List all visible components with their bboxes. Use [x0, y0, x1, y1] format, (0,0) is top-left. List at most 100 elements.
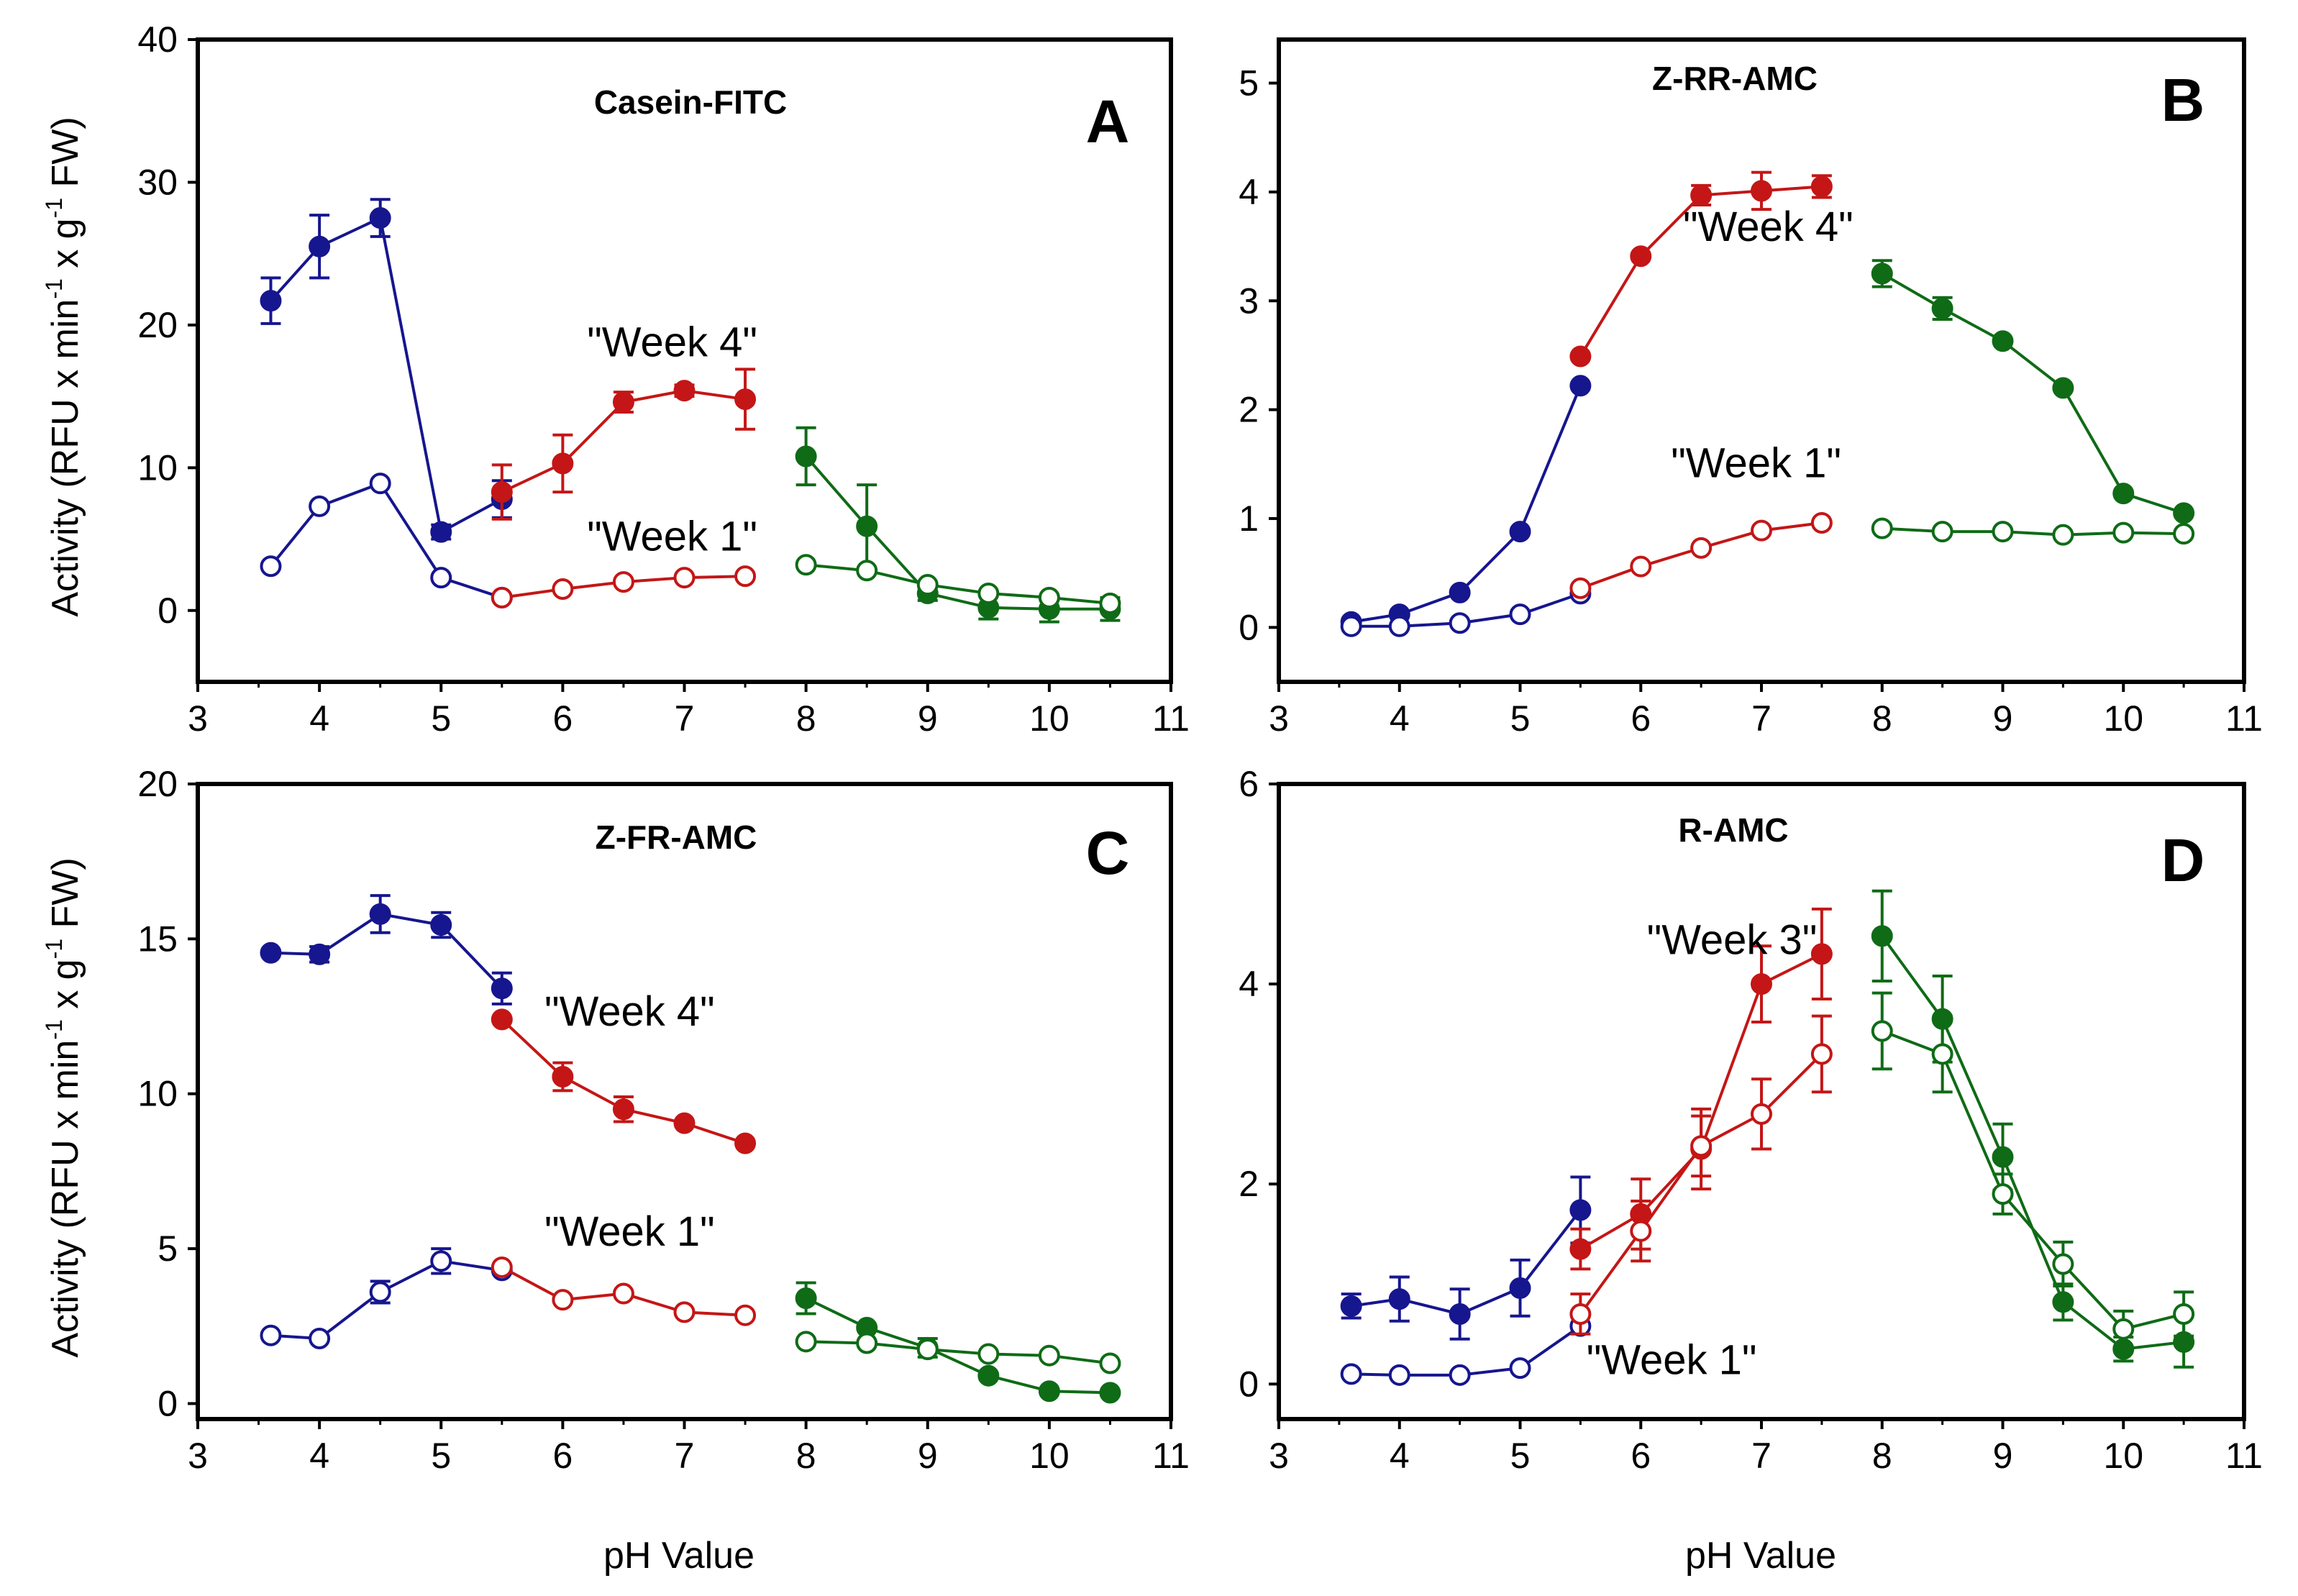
x-tick-label: 8 [1872, 1436, 1892, 1476]
x-tick-label: 6 [552, 1436, 573, 1476]
data-point [1992, 330, 2014, 352]
y-tick-label: 10 [137, 447, 178, 488]
data-point [1569, 577, 1592, 599]
y-tick-label: 0 [158, 1383, 178, 1423]
panel-title: Z-FR-AMC [596, 818, 757, 856]
panel-title: Casein-FITC [594, 83, 787, 121]
y-tick-label: 1 [1239, 498, 1259, 539]
x-tick-label: 6 [1631, 1436, 1651, 1476]
panel-c: 3 4 5 6 7 8 9 10 11 0 5 10 15 20 Z-FR-AMC C "Week 4" "Wee… [137, 764, 1190, 1476]
data-point [795, 445, 817, 468]
annotation-label: "Week 1" [587, 513, 757, 560]
y-tick-label: 6 [1239, 764, 1259, 804]
series-green-open [1871, 517, 2195, 546]
data-point [612, 391, 634, 414]
data-point [430, 1250, 452, 1272]
x-tick-label: 6 [552, 698, 573, 739]
data-point [1751, 519, 1772, 542]
annotation-label: "Week 3" [1647, 916, 1818, 963]
data-point [2112, 1318, 2135, 1340]
data-point [2173, 523, 2195, 545]
x-tick-label: 9 [918, 698, 938, 739]
y-tick-label: 20 [137, 764, 178, 804]
annotation-label: "Week 4" [587, 319, 757, 366]
annotation-label: "Week 4" [544, 988, 715, 1035]
x-tick-label: 3 [1269, 1436, 1289, 1476]
y-tick-label: 0 [158, 590, 178, 631]
data-point [2052, 1291, 2074, 1313]
annotation-label: "Week 1" [1671, 439, 1841, 486]
data-point [491, 586, 513, 608]
data-point [977, 1364, 1000, 1387]
y-tick-label: 4 [1239, 964, 1259, 1004]
series-blue-filled [260, 198, 513, 543]
y-tick-label: 2 [1239, 1164, 1259, 1204]
data-point [260, 290, 282, 312]
data-point [260, 555, 282, 578]
data-point [491, 1008, 513, 1031]
data-point [1992, 1183, 2014, 1205]
panel-a: 3 4 5 6 7 8 9 10 11 0 10 20 30 40 Casein-FITC A "Week 4"… [137, 19, 1190, 739]
data-point [916, 574, 939, 596]
data-point [491, 481, 513, 503]
data-point [260, 941, 282, 964]
data-point [552, 1066, 574, 1088]
data-point [795, 1331, 817, 1353]
series-green-open [795, 554, 1121, 614]
data-point [1690, 537, 1713, 559]
data-point [673, 380, 696, 402]
x-tick-label: 7 [1751, 698, 1772, 739]
x-tick-label: 3 [188, 1436, 208, 1476]
data-point [1751, 1103, 1772, 1125]
x-tick-label: 10 [1029, 1436, 1070, 1476]
data-point [1690, 184, 1713, 206]
annotation-label: "Week 1" [544, 1208, 715, 1255]
data-point [856, 1332, 878, 1354]
panel-b: 3 4 5 6 7 8 9 10 11 0 1 2 3 4 5 Z-RR-AMC B "Week 4" "Week … [1239, 37, 2263, 739]
data-point [734, 388, 757, 411]
series-blue-open [1340, 1315, 1592, 1386]
y-tick-label: 3 [1239, 281, 1259, 321]
data-point [369, 473, 391, 495]
y-tick-label: 2 [1239, 390, 1259, 430]
data-point [977, 1343, 1000, 1365]
data-point [856, 560, 878, 582]
data-point [1449, 1364, 1471, 1386]
y-tick-label: 4 [1239, 172, 1259, 212]
y-tick-label: 5 [158, 1228, 178, 1269]
x-tick-label: 10 [1029, 698, 1070, 739]
x-tick-label: 7 [675, 698, 695, 739]
data-point [916, 1339, 939, 1361]
x-axis-title-left: pH Value [603, 1535, 754, 1577]
y-axis-title-bottom: Activity (RFU x min-1 x g-1 FW) [41, 857, 86, 1357]
data-point [2173, 502, 2195, 524]
data-point [1751, 180, 1772, 202]
series-red-filled [491, 368, 757, 521]
data-point [612, 1282, 634, 1305]
data-point [1099, 592, 1121, 614]
data-point [1871, 263, 1893, 285]
data-point [856, 515, 878, 537]
y-tick-label: 5 [1239, 63, 1259, 104]
data-point [2052, 377, 2074, 399]
y-tick-label: 30 [137, 162, 178, 202]
data-point [1871, 925, 1893, 947]
x-tick-label: 4 [1390, 698, 1410, 739]
series-green-open [1871, 991, 2195, 1349]
data-point [673, 1112, 696, 1134]
data-point [1871, 517, 1893, 539]
x-tick-label: 6 [1631, 698, 1651, 739]
series-blue-filled [260, 894, 513, 1006]
data-point [734, 1304, 757, 1326]
data-point [1810, 175, 1833, 198]
data-point [673, 1301, 696, 1323]
annotation-label: "Week 1" [1587, 1336, 1757, 1383]
x-axis-title-right: pH Value [1685, 1535, 1836, 1577]
data-point [1992, 521, 2014, 543]
data-point [1931, 297, 1953, 319]
x-tick-label: 4 [309, 1436, 329, 1476]
data-point [491, 977, 513, 1000]
data-point [369, 903, 391, 925]
